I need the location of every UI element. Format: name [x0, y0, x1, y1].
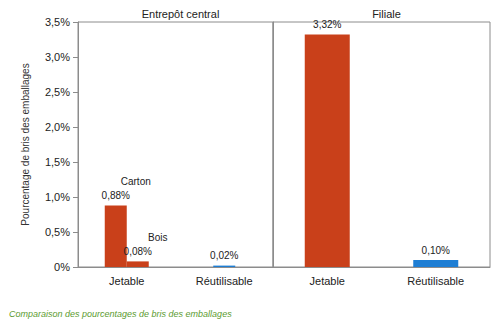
svg-text:0,88%: 0,88% — [102, 190, 130, 201]
svg-text:3,32%: 3,32% — [313, 19, 341, 30]
svg-text:Réutilisable: Réutilisable — [196, 275, 253, 287]
svg-text:Carton: Carton — [121, 176, 151, 187]
svg-text:1,5%: 1,5% — [45, 156, 70, 168]
svg-text:3,0%: 3,0% — [45, 51, 70, 63]
svg-text:2,0%: 2,0% — [45, 121, 70, 133]
svg-text:Filiale: Filiale — [372, 8, 401, 20]
svg-text:0,5%: 0,5% — [45, 226, 70, 238]
svg-text:2,5%: 2,5% — [45, 86, 70, 98]
svg-text:Bois: Bois — [148, 232, 167, 243]
svg-text:0,02%: 0,02% — [210, 250, 238, 261]
svg-text:3,5%: 3,5% — [45, 16, 70, 28]
svg-text:0,10%: 0,10% — [422, 245, 450, 256]
svg-text:Jetable: Jetable — [310, 275, 345, 287]
svg-text:Pourcentage de bris des emball: Pourcentage de bris des emballages — [20, 63, 31, 225]
svg-text:Entrepôt central: Entrepôt central — [142, 8, 220, 20]
svg-text:1,0%: 1,0% — [45, 191, 70, 203]
svg-text:0%: 0% — [54, 261, 70, 273]
svg-text:Jetable: Jetable — [109, 275, 144, 287]
svg-text:Réutilisable: Réutilisable — [407, 275, 464, 287]
svg-text:0,08%: 0,08% — [124, 246, 152, 257]
svg-text:Comparaison des pourcentages d: Comparaison des pourcentages de bris des… — [9, 309, 232, 319]
